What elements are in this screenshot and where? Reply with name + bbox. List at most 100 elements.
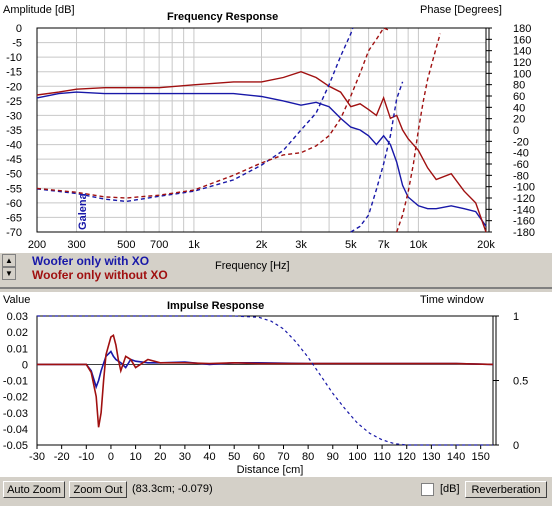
auto-zoom-button[interactable]: Auto Zoom [3, 481, 65, 498]
cursor-readout: (83.3cm; -0.079) [132, 483, 213, 495]
y2-tick-label: 0 [513, 440, 519, 452]
x-tick-label: 500 [117, 239, 135, 251]
y-tick-label: -35 [6, 125, 22, 137]
x-tick-label: 100 [348, 451, 366, 463]
y-tick-label: -0.03 [3, 408, 28, 420]
time-window-axis-title: Time window [420, 294, 484, 306]
y2-tick-label: 0.5 [513, 376, 528, 388]
impulse-response-chart[interactable]: 0.030.020.010-0.01-0.02-0.03-0.04-0.0510… [0, 292, 552, 477]
reverberation-button[interactable]: Reverberation [465, 481, 547, 498]
x-tick-label: 150 [471, 451, 489, 463]
x-tick-label: 2k [256, 239, 268, 251]
y2-tick-label: 60 [513, 91, 525, 103]
x-tick-label: 300 [67, 239, 85, 251]
y-tick-label: -0.02 [3, 392, 28, 404]
y-tick-label: -70 [6, 227, 22, 239]
x-tick-label: 0 [108, 451, 114, 463]
y2-tick-label: 20 [513, 114, 525, 126]
frequency-response-panel: Amplitude [dB] Frequency Response Phase … [0, 0, 552, 253]
y2-tick-label: -60 [513, 159, 529, 171]
y-tick-label: -15 [6, 67, 22, 79]
y-tick-label: -65 [6, 212, 22, 224]
impulse-series-line [37, 333, 494, 428]
y-tick-label: -20 [6, 81, 22, 93]
y2-tick-label: 120 [513, 57, 531, 69]
phase-series-line [350, 81, 404, 233]
legend-item-with-xo: Woofer only with XO [32, 254, 150, 268]
x-tick-label: 10k [410, 239, 428, 251]
y2-tick-label: 0 [513, 125, 519, 137]
y2-tick-label: -120 [513, 193, 535, 205]
distance-axis-label-text: Distance [cm] [237, 464, 304, 476]
phase-series-line [36, 27, 354, 203]
x-tick-label: 40 [203, 451, 215, 463]
y-tick-label: 0 [22, 359, 28, 371]
y-tick-label: 0.02 [7, 327, 28, 339]
x-tick-label: 20k [477, 239, 495, 251]
y-tick-label: -25 [6, 96, 22, 108]
y2-tick-label: -140 [513, 204, 535, 216]
x-tick-label: 20 [154, 451, 166, 463]
y-tick-label: -0.01 [3, 376, 28, 388]
y2-tick-label: -180 [513, 227, 535, 239]
y2-tick-label: -20 [513, 136, 529, 148]
y-tick-label: -40 [6, 140, 22, 152]
panel-divider[interactable] [0, 287, 552, 289]
x-tick-label: 50 [228, 451, 240, 463]
x-tick-label: 700 [150, 239, 168, 251]
legend-item-without-xo: Woofer only without XO [32, 268, 168, 282]
y2-tick-label: -80 [513, 170, 529, 182]
y2-tick-label: 160 [513, 34, 531, 46]
y-tick-label: -60 [6, 198, 22, 210]
y-tick-label: -55 [6, 183, 22, 195]
y-tick-label: -30 [6, 110, 22, 122]
x-tick-label: -20 [54, 451, 70, 463]
scroll-down-icon[interactable]: ▼ [2, 267, 16, 280]
x-tick-label: 200 [28, 239, 46, 251]
x-tick-label: -30 [29, 451, 45, 463]
y2-tick-label: 40 [513, 102, 525, 114]
y-tick-label: 0 [16, 23, 22, 35]
y-tick-label: 0.01 [7, 343, 28, 355]
phase-axis-title: Phase [Degrees] [420, 4, 502, 16]
overlay-label: Galena [77, 192, 89, 230]
y-tick-label: -5 [12, 38, 22, 50]
db-checkbox[interactable] [421, 483, 434, 496]
y2-tick-label: 100 [513, 68, 531, 80]
x-tick-label: 130 [422, 451, 440, 463]
y2-tick-label: 180 [513, 23, 531, 35]
x-tick-label: 80 [302, 451, 314, 463]
scroll-up-icon[interactable]: ▲ [2, 254, 16, 267]
y-tick-label: -45 [6, 154, 22, 166]
phase-series-line [36, 27, 391, 199]
frequency-response-chart[interactable]: 0 -5 -10 -15 -20 -25 -30 -35 -40 -45 -50 -55 -60 -65 -… [0, 0, 552, 253]
x-tick-label: 120 [398, 451, 416, 463]
impulse-response-panel: Value Impulse Response Time window 0.03 0… [0, 292, 552, 477]
amplitude-series-line [36, 70, 487, 233]
x-tick-label: 3k [295, 239, 307, 251]
y2-tick-label: -100 [513, 182, 535, 194]
x-tick-label: 1k [188, 239, 200, 251]
x-tick-label: 70 [277, 451, 289, 463]
y2-tick-label: 80 [513, 80, 525, 92]
x-tick-label: 140 [447, 451, 465, 463]
y2-tick-label: 140 [513, 46, 531, 58]
impulse-response-title: Impulse Response [167, 300, 265, 312]
zoom-out-button[interactable]: Zoom Out [69, 481, 127, 498]
plot-frame [36, 315, 494, 446]
x-tick-label: 10 [129, 451, 141, 463]
frequency-axis-label-visible: Frequency [Hz] [215, 260, 290, 272]
x-tick-label: 30 [179, 451, 191, 463]
amplitude-series-line [36, 91, 487, 227]
x-tick-label: 5k [345, 239, 357, 251]
y2-tick-label: 1 [513, 311, 519, 323]
y-tick-label: -10 [6, 52, 22, 64]
y-tick-label: -0.05 [3, 440, 28, 452]
y2-tick-label: -40 [513, 148, 529, 160]
x-tick-label: 60 [253, 451, 265, 463]
value-axis-title: Value [3, 294, 31, 306]
x-tick-label: 110 [373, 451, 391, 463]
y-tick-label: -50 [6, 169, 22, 181]
time-window-line [37, 315, 493, 446]
x-tick-label: 90 [327, 451, 339, 463]
